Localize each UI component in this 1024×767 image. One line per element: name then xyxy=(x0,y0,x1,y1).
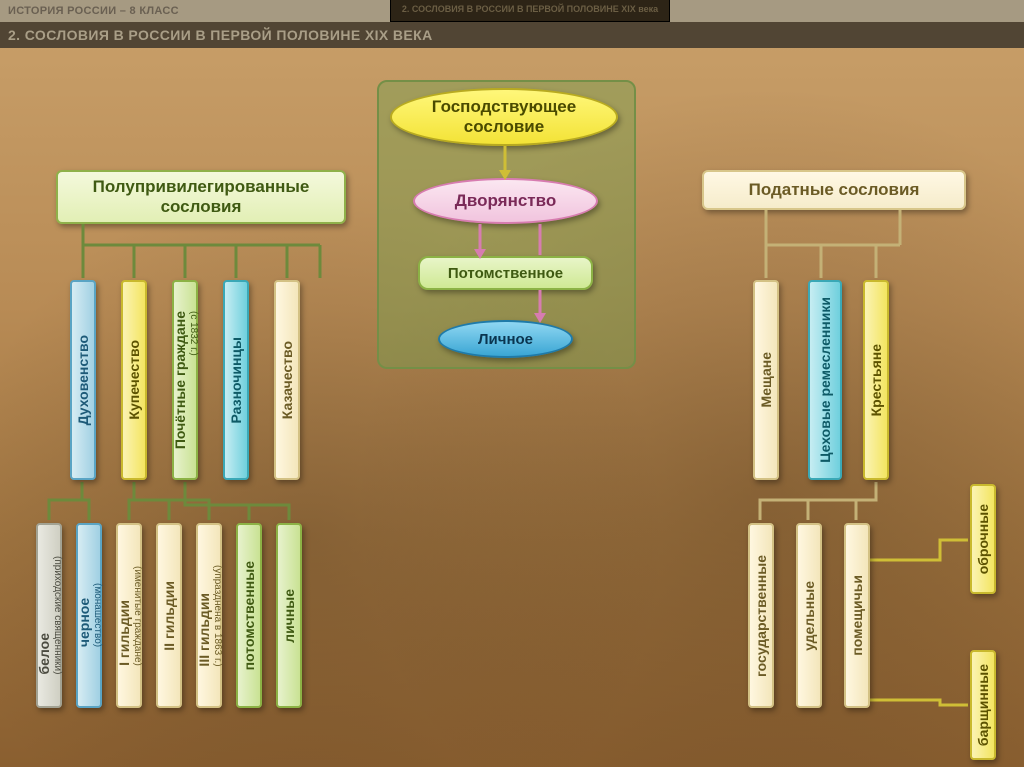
vbar-II-гильдии: II гильдии xyxy=(156,523,182,708)
vbar-Казачество: Казачество xyxy=(274,280,300,480)
vbar-Купечество: Купечество xyxy=(121,280,147,480)
node-nobility: Дворянство xyxy=(413,178,598,224)
vbar-черное: черное (монашество) xyxy=(76,523,102,708)
vbar-I-гильдии: I гильдии (именитые граждане) xyxy=(116,523,142,708)
vbar-личные: личные xyxy=(276,523,302,708)
vbar-III-гильдии: III гильдии (упразднена в 1863 г.) xyxy=(196,523,222,708)
node-hereditary: Потомственное xyxy=(418,256,593,290)
arrow-icon xyxy=(534,313,546,323)
vbar-Мещане: Мещане xyxy=(753,280,779,480)
vbar-оброчные: оброчные xyxy=(970,484,996,594)
arrow-icon xyxy=(499,170,511,180)
node-ruling-estate: Господствующее сословие xyxy=(390,88,618,146)
vbar-помещичьи: помещичьи xyxy=(844,523,870,708)
vbar-Разночинцы: Разночинцы xyxy=(223,280,249,480)
vbar-Почётные-граждане: Почётные граждане (с 1832 г.) xyxy=(172,280,198,480)
vbar-государственные: государственные xyxy=(748,523,774,708)
vbar-Духовенство: Духовенство xyxy=(70,280,96,480)
vbar-потомственные: потомственные xyxy=(236,523,262,708)
vbar-барщинные: барщинные xyxy=(970,650,996,760)
header-badge: 2. СОСЛОВИЯ В РОССИИ В ПЕРВОЙ ПОЛОВИНЕ X… xyxy=(390,0,670,22)
vbar-Крестьяне: Крестьяне xyxy=(863,280,889,480)
vbar-Цеховые-ремесленники: Цеховые ремесленники xyxy=(808,280,842,480)
vbar-удельные: удельные xyxy=(796,523,822,708)
header-semi-privileged: Полупривилегированные сословия xyxy=(56,170,346,224)
vbar-белое: белое (приходские священники) xyxy=(36,523,62,708)
arrow-icon xyxy=(474,249,486,259)
node-personal: Личное xyxy=(438,320,573,358)
header-taxable: Податные сословия xyxy=(702,170,966,210)
page-title: 2. СОСЛОВИЯ В РОССИИ В ПЕРВОЙ ПОЛОВИНЕ X… xyxy=(0,22,1024,48)
